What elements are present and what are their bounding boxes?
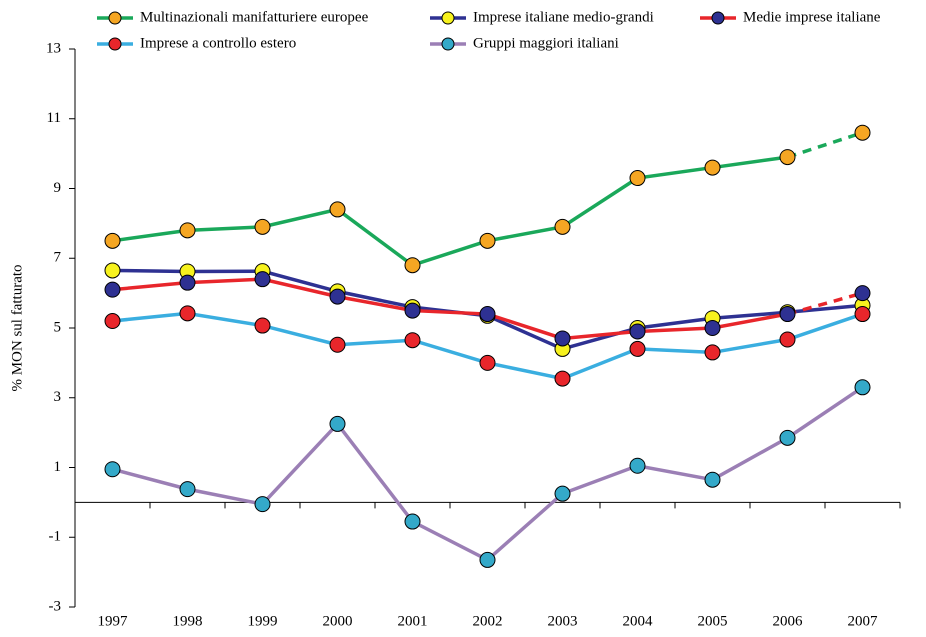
legend-marker (711, 11, 725, 25)
point (554, 370, 571, 387)
point (104, 281, 121, 298)
x-tick-label: 2001 (398, 613, 428, 629)
point (254, 218, 271, 235)
point (179, 481, 196, 498)
point (629, 457, 646, 474)
legend-label: Imprese italiane medio-grandi (473, 9, 654, 25)
legend-marker (108, 11, 122, 25)
series-line-dashed (787, 291, 863, 316)
point (629, 170, 646, 187)
point (329, 415, 346, 432)
point (404, 513, 421, 530)
legend-label: Multinazionali manifatturiere europee (140, 9, 369, 25)
y-tick-label: 11 (47, 110, 61, 126)
point (554, 330, 571, 347)
point (779, 331, 796, 348)
y-tick-label: 5 (54, 319, 62, 335)
point (554, 485, 571, 502)
x-tick-label: 2007 (848, 613, 879, 629)
y-tick-label: -3 (49, 598, 62, 614)
y-tick-label: 1 (54, 459, 62, 475)
legend-marker (441, 11, 455, 25)
x-tick-label: 2000 (323, 613, 353, 629)
y-tick-label: -1 (49, 529, 62, 545)
point (404, 302, 421, 319)
legend-marker (441, 37, 455, 51)
point (254, 496, 271, 513)
legend-marker (108, 37, 122, 51)
series-line (112, 277, 788, 341)
point (179, 222, 196, 239)
x-tick-label: 2006 (773, 613, 804, 629)
point (479, 306, 496, 323)
y-tick-label: 13 (46, 40, 61, 56)
x-tick-label: 2004 (623, 613, 654, 629)
point (854, 379, 871, 396)
point (779, 429, 796, 446)
point (254, 271, 271, 288)
x-tick-label: 2003 (548, 613, 578, 629)
point (704, 344, 721, 361)
y-axis-label: % MON sul fatturato (9, 264, 25, 391)
point (554, 218, 571, 235)
point (479, 354, 496, 371)
point (854, 124, 871, 141)
point (104, 461, 121, 478)
point (704, 471, 721, 488)
x-tick-label: 1999 (248, 613, 278, 629)
point (329, 336, 346, 353)
point (329, 288, 346, 305)
point (104, 313, 121, 330)
point (854, 285, 871, 302)
point (404, 332, 421, 349)
point (254, 317, 271, 334)
point (704, 320, 721, 336)
point (104, 262, 121, 279)
legend-label: Gruppi maggiori italiani (473, 35, 619, 51)
series-line (112, 385, 864, 563)
series-line (112, 155, 788, 268)
point (404, 257, 421, 274)
point (704, 159, 721, 176)
point (479, 551, 496, 568)
x-tick-label: 1998 (173, 613, 203, 629)
point (854, 306, 871, 323)
point (179, 305, 196, 322)
y-tick-label: 9 (54, 180, 62, 196)
x-tick-label: 2002 (473, 613, 503, 629)
point (329, 201, 346, 218)
x-tick-label: 2005 (698, 613, 728, 629)
legend-label: Medie imprese italiane (743, 9, 881, 25)
point (179, 274, 196, 291)
legend-label: Imprese a controllo estero (140, 35, 296, 51)
y-tick-label: 3 (54, 389, 62, 405)
point (104, 232, 121, 249)
y-tick-label: 7 (54, 250, 62, 266)
x-tick-label: 1997 (98, 613, 129, 629)
point (779, 306, 796, 323)
point (779, 149, 796, 166)
point (629, 340, 646, 357)
point (629, 323, 646, 340)
series-line-dashed (786, 131, 864, 159)
point (479, 232, 496, 249)
